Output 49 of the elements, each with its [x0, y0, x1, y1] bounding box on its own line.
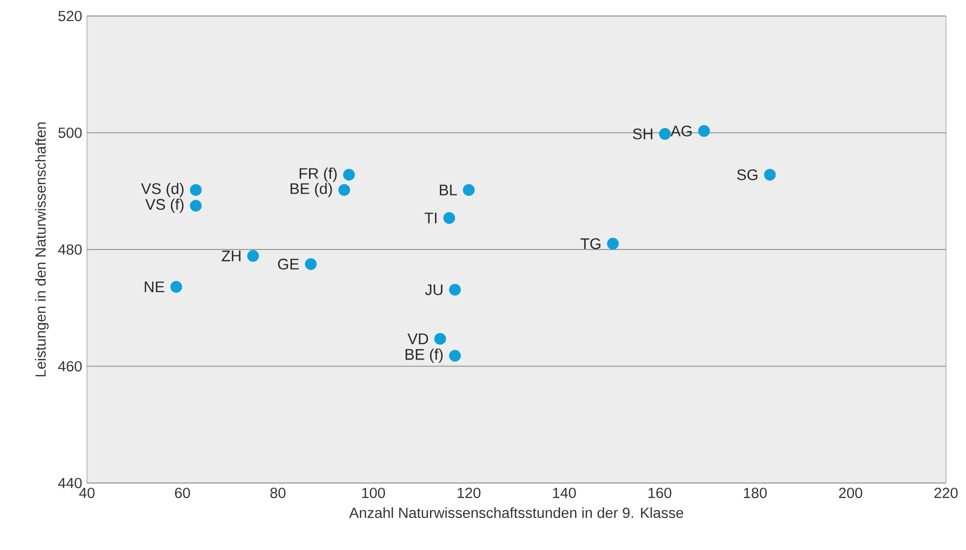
point — [343, 168, 355, 181]
y-tick-label: 500 — [58, 128, 82, 138]
annotation: BL — [440, 184, 457, 196]
x-axis-title: Anzahl Naturwissenschaftsstunden in der 9. Klasse — [349, 507, 684, 518]
annotation: SG — [737, 169, 758, 180]
annotation: TG — [580, 238, 600, 250]
annotation: VS (d) — [141, 182, 184, 198]
annotation: BE (f) — [406, 348, 443, 363]
point — [449, 350, 461, 362]
annotation: VS (f) — [145, 198, 184, 213]
annotation: TI — [424, 212, 436, 224]
x-tick-label: 80 — [270, 488, 286, 498]
annotation: JU — [425, 284, 442, 296]
point — [443, 212, 456, 224]
point — [449, 284, 461, 296]
y-axis-title: Leistungen in den Naturwissenschaften — [35, 122, 49, 376]
point — [247, 250, 259, 262]
x-tick-label: 40 — [79, 488, 95, 498]
point — [304, 258, 317, 270]
annotation: ZH — [222, 250, 240, 262]
annotation: AG — [670, 126, 692, 136]
point — [659, 128, 671, 140]
x-tick-label: 60 — [175, 488, 190, 498]
point — [338, 184, 350, 196]
x-tick-label: 220 — [934, 488, 958, 498]
annotation: GE — [278, 258, 299, 270]
x-tick-label: 120 — [458, 488, 480, 498]
point — [698, 125, 710, 137]
annotation: NE — [144, 282, 164, 292]
point — [170, 280, 182, 293]
y-tick-label: 480 — [58, 244, 82, 255]
point — [190, 200, 202, 212]
point — [434, 332, 446, 345]
x-tick-label: 100 — [362, 488, 385, 498]
annotation: BE (d) — [290, 182, 332, 198]
annotation: SH — [632, 128, 652, 140]
point — [462, 184, 475, 196]
x-tick-label: 200 — [839, 488, 862, 498]
x-tick-label: 140 — [553, 488, 576, 498]
annotation: VD — [408, 334, 428, 344]
y-tick-label: 520 — [58, 10, 82, 22]
point — [764, 168, 776, 181]
x-tick-label: 180 — [744, 488, 767, 498]
x-tick-label: 160 — [648, 488, 672, 498]
y-tick-label: 440 — [58, 478, 82, 488]
annotation: FR (f) — [300, 168, 337, 182]
point — [607, 238, 619, 250]
y-tick-label: 460 — [58, 361, 82, 372]
point — [190, 184, 202, 196]
